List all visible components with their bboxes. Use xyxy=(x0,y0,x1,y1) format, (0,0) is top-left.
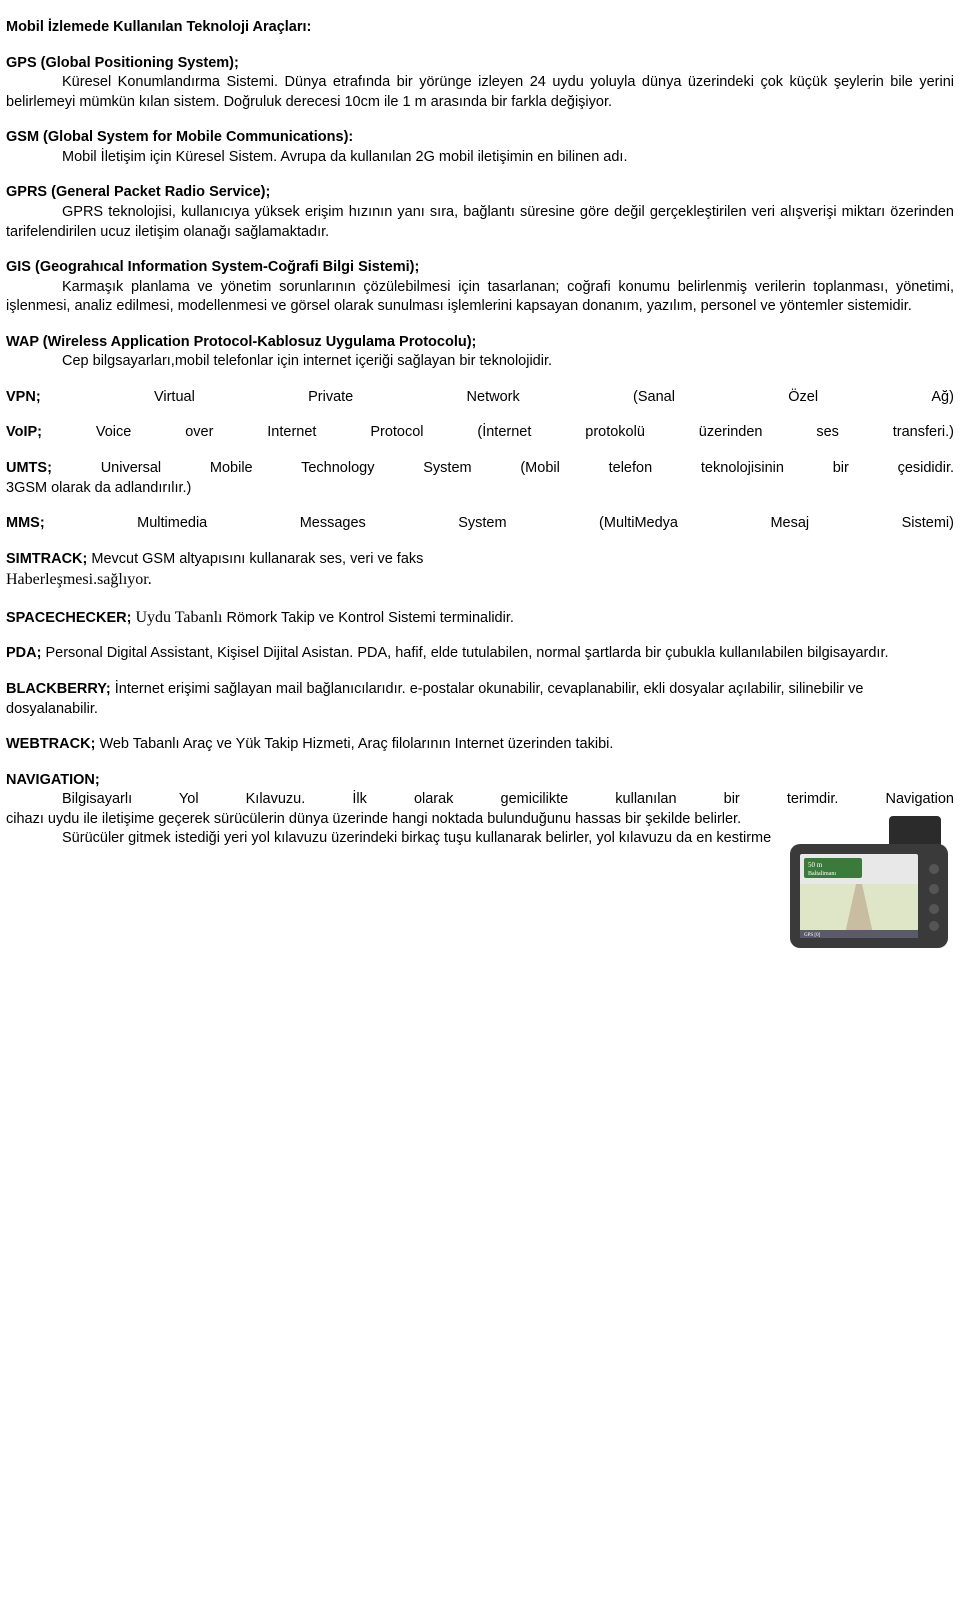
pda-line: PDA; Personal Digital Assistant, Kişisel… xyxy=(6,644,954,664)
svg-text:50 m: 50 m xyxy=(808,861,823,869)
mms-word: Mesaj xyxy=(770,514,809,534)
mms-line: MMS; Multimedia Messages System (MultiMe… xyxy=(6,514,954,534)
pda-label: PDA; xyxy=(6,645,45,661)
spacechecker-text: Römork Takip ve Kontrol Sistemi terminal… xyxy=(226,610,513,626)
blackberry-text: İnternet erişimi sağlayan mail bağlanıcı… xyxy=(6,681,863,717)
mms-label: MMS; xyxy=(6,514,45,534)
vpn-label: VPN; xyxy=(6,388,41,408)
mms-word: Multimedia xyxy=(137,514,207,534)
gps-device-image: 50 m Baltalimanı GPS [0] xyxy=(784,814,954,961)
umts-block: UMTS; Universal Mobile Technology System… xyxy=(6,459,954,498)
umts-text2: 3GSM olarak da adlandırılır.) xyxy=(6,479,954,499)
mms-word: Messages xyxy=(300,514,366,534)
mms-word: System xyxy=(458,514,506,534)
spacechecker-line: SPACECHECKER; Uydu Tabanlı Römork Takip … xyxy=(6,607,954,629)
vpn-line: VPN; Virtual Private Network (Sanal Özel… xyxy=(6,388,954,408)
umts-label: UMTS; xyxy=(6,460,101,476)
vpn-word: Private xyxy=(308,388,353,408)
mms-word: Sistemi) xyxy=(902,514,954,534)
spacechecker-label: SPACECHECKER; xyxy=(6,610,135,626)
simtrack-label: SIMTRACK; xyxy=(6,551,91,567)
webtrack-label: WEBTRACK; xyxy=(6,736,99,752)
wap-text: Cep bilgsayarları,mobil telefonlar için … xyxy=(62,353,552,369)
voip-label: VoIP; xyxy=(6,424,96,440)
umts-text1: Universal Mobile Technology System (Mobi… xyxy=(101,460,954,476)
vpn-word: Network xyxy=(467,388,520,408)
gprs-text: GPRS teknolojisi, kullanıcıya yüksek eri… xyxy=(6,204,954,240)
wap-block: WAP (Wireless Application Protocol-Kablo… xyxy=(6,333,954,372)
simtrack-text2: Haberleşmesi.sağlıyor. xyxy=(6,571,152,588)
voip-line: VoIP; Voice over Internet Protocol (İnte… xyxy=(6,423,954,443)
vpn-word: Ağ) xyxy=(931,388,954,408)
webtrack-line: WEBTRACK; Web Tabanlı Araç ve Yük Takip … xyxy=(6,735,954,755)
navigation-heading: NAVIGATION; xyxy=(6,772,100,788)
svg-text:Baltalimanı: Baltalimanı xyxy=(808,871,836,877)
voip-text: Voice over Internet Protocol (İnternet p… xyxy=(96,424,954,440)
navigation-text-1a: Bilgisayarlı Yol Kılavuzu. İlk olarak ge… xyxy=(62,791,954,807)
page-title: Mobil İzlemede Kullanılan Teknoloji Araç… xyxy=(6,18,954,38)
simtrack-block: SIMTRACK; Mevcut GSM altyapısını kullana… xyxy=(6,550,954,591)
webtrack-text: Web Tabanlı Araç ve Yük Takip Hizmeti, A… xyxy=(99,736,613,752)
simtrack-text1: Mevcut GSM altyapısını kullanarak ses, v… xyxy=(91,551,423,567)
gsm-heading: GSM (Global System for Mobile Communicat… xyxy=(6,129,353,145)
gsm-text: Mobil İletişim için Küresel Sistem. Avru… xyxy=(62,149,628,165)
gps-heading: GPS (Global Positioning System); xyxy=(6,55,239,71)
mms-word: (MultiMedya xyxy=(599,514,678,534)
gis-block: GIS (Geograhıcal Information System-Coğr… xyxy=(6,258,954,317)
blackberry-line: BLACKBERRY; İnternet erişimi sağlayan ma… xyxy=(6,680,954,719)
gprs-heading: GPRS (General Packet Radio Service); xyxy=(6,184,270,200)
gsm-block: GSM (Global System for Mobile Communicat… xyxy=(6,128,954,167)
vpn-word: Virtual xyxy=(154,388,195,408)
vpn-word: Özel xyxy=(788,388,818,408)
gps-block: GPS (Global Positioning System); Küresel… xyxy=(6,54,954,113)
wap-heading: WAP (Wireless Application Protocol-Kablo… xyxy=(6,334,476,350)
spacechecker-mid: Uydu Tabanlı xyxy=(135,609,226,626)
gis-text: Karmaşık planlama ve yönetim sorunlarını… xyxy=(6,279,954,315)
gps-text: Küresel Konumlandırma Sistemi. Dünya etr… xyxy=(6,74,954,110)
gprs-block: GPRS (General Packet Radio Service); GPR… xyxy=(6,183,954,242)
navigation-block: NAVIGATION; Bilgisayarlı Yol Kılavuzu. İ… xyxy=(6,771,954,849)
gis-heading: GIS (Geograhıcal Information System-Coğr… xyxy=(6,259,419,275)
blackberry-label: BLACKBERRY; xyxy=(6,681,115,697)
vpn-word: (Sanal xyxy=(633,388,675,408)
svg-text:GPS [0]: GPS [0] xyxy=(804,933,821,938)
pda-text: Personal Digital Assistant, Kişisel Diji… xyxy=(45,645,888,661)
